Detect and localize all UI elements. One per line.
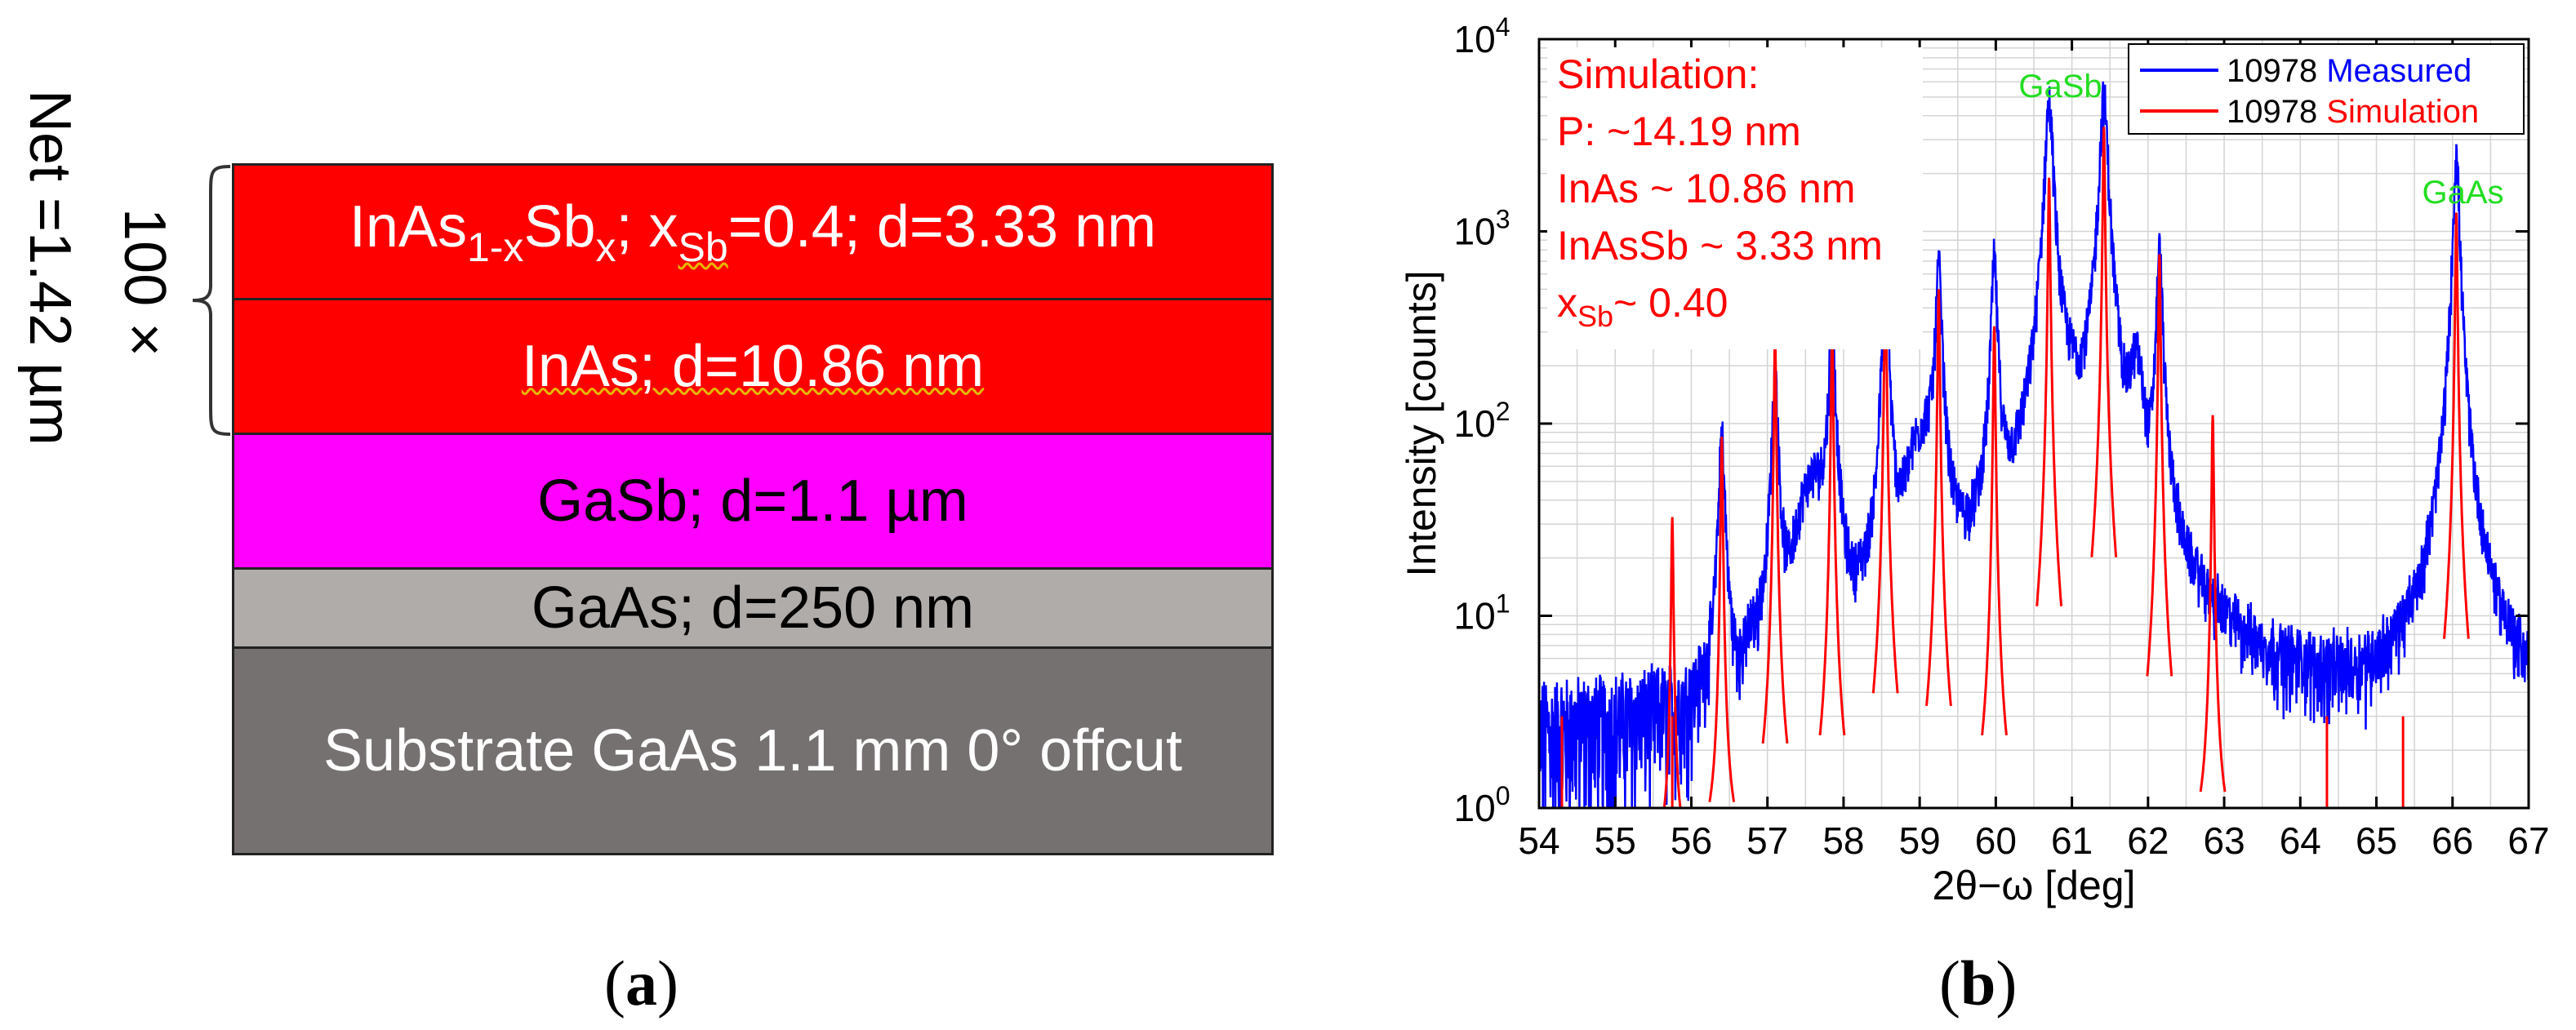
y-tick-label: 101	[1454, 589, 1510, 637]
sim-inassb: InAsSb ~ 3.33 nm	[1557, 223, 1883, 269]
xrd-chart: 54 55 56 57 58 59 60 61 62 63 64 65 66 67 100 101 102 103…	[1399, 12, 2550, 908]
sim-title: Simulation:	[1557, 51, 1759, 97]
measured-line	[1537, 81, 2530, 810]
x-tick-label: 58	[1822, 819, 1864, 862]
x-tick-label: 61	[2051, 819, 2093, 862]
net-thickness-label: Net =1.42 µm	[17, 90, 82, 446]
measured-series	[1537, 81, 2530, 810]
x-tick-label: 63	[2203, 819, 2245, 862]
simulation-parameters: Simulation: P: ~14.19 nm InAs ~ 10.86 nm…	[1547, 47, 1923, 349]
simulation-peak	[1708, 436, 1736, 802]
simulation-peak	[2199, 415, 2227, 792]
sim-xsb: xSb~ 0.40	[1557, 280, 1728, 333]
repeat-brace	[192, 165, 231, 436]
x-tick-label: 56	[1671, 819, 1712, 862]
x-axis-label: 2θ−ω [deg]	[1933, 863, 2136, 908]
caption-b: (b)	[1939, 948, 2018, 1019]
simulation-peak	[1925, 289, 1952, 707]
x-tick-label: 55	[1595, 819, 1636, 862]
simulation-peak	[1981, 326, 2008, 736]
layer-gaas-label: GaAs; d=250 nm	[531, 575, 975, 641]
x-tick-label: 60	[1975, 819, 2017, 862]
layer-inas-label: InAs; d=10.86 nm	[521, 334, 985, 399]
label-layer: GaSb GaAs	[2018, 69, 2503, 211]
y-tick-label: 100	[1454, 781, 1510, 829]
x-tick-label: 59	[1899, 819, 1941, 862]
x-tick-label: 67	[2507, 819, 2549, 862]
layer-inassb: InAs1-xSbx; xSb=0.4; d=3.33 nm	[232, 163, 1274, 300]
peak-label: GaSb	[2018, 69, 2102, 104]
layer-inassb-label: InAs1-xSbx; xSb=0.4; d=3.33 nm	[349, 193, 1157, 270]
x-tick-label: 62	[2127, 819, 2169, 862]
layer-substrate-label: Substrate GaAs 1.1 mm 0° offcut	[323, 718, 1182, 784]
repeat-label: 100 ×	[112, 208, 177, 357]
legend-simulation: 10978 Simulation	[2227, 94, 2479, 130]
layer-gasb-label: GaSb; d=1.1 µm	[537, 468, 968, 534]
x-tick-label: 57	[1746, 819, 1788, 862]
x-tick-label: 64	[2280, 819, 2321, 862]
simulation-peak	[2035, 177, 2063, 606]
sim-inas: InAs ~ 10.86 nm	[1557, 166, 1856, 211]
layer-substrate: Substrate GaAs 1.1 mm 0° offcut	[232, 646, 1274, 855]
legend-measured: 10978 Measured	[2227, 53, 2471, 89]
x-tick-label: 54	[1518, 819, 1559, 862]
caption-a: (a)	[604, 948, 678, 1019]
y-tick-label: 102	[1454, 397, 1510, 445]
x-tick-label: 66	[2431, 819, 2473, 862]
layer-inas: InAs; d=10.86 nm	[232, 298, 1274, 435]
y-tick-label: 104	[1454, 12, 1510, 60]
y-axis-label: Intensity [counts]	[1399, 270, 1444, 576]
layer-gaas: GaAs; d=250 nm	[232, 567, 1274, 649]
simulation-peak	[2146, 254, 2173, 677]
simulation-peak	[2090, 127, 2118, 557]
x-tick-label: 65	[2356, 819, 2397, 862]
y-tick-label: 103	[1454, 205, 1510, 253]
sim-period: P: ~14.19 nm	[1557, 109, 1801, 154]
simulation-peak	[2443, 212, 2470, 639]
legend: 10978 Measured 10978 Simulation	[2128, 43, 2525, 135]
peak-label: GaAs	[2422, 175, 2503, 211]
layer-gasb: GaSb; d=1.1 µm	[232, 433, 1274, 570]
